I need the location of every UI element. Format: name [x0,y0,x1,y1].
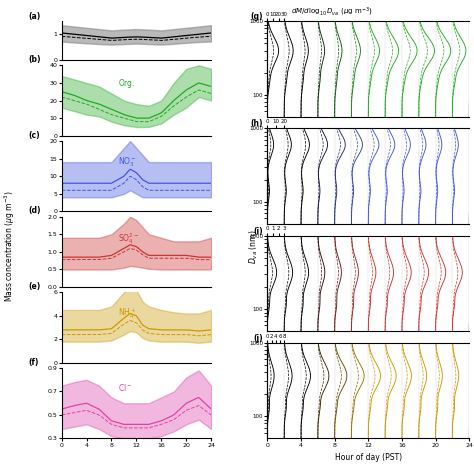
Text: (j): (j) [254,334,264,343]
Text: (g): (g) [251,12,264,21]
Text: (b): (b) [29,55,41,64]
X-axis label: Hour of day (PST): Hour of day (PST) [335,453,402,462]
Text: (a): (a) [29,11,41,20]
Text: SO$_4^{2-}$: SO$_4^{2-}$ [118,231,140,246]
Text: (e): (e) [29,282,41,291]
Text: $D_{va}$ (nm): $D_{va}$ (nm) [247,229,260,264]
Text: (h): (h) [251,119,264,128]
Text: NH$_4^+$: NH$_4^+$ [118,306,137,320]
Text: $dM/d\log_{10}D_{va}$ ($\mu$g m$^{-3}$): $dM/d\log_{10}D_{va}$ ($\mu$g m$^{-3}$) [291,6,373,18]
Text: (i): (i) [254,227,264,236]
Text: Org.: Org. [118,79,135,88]
Text: (f): (f) [29,357,39,366]
Text: Mass concentration ($\mu$g m$^{-3}$): Mass concentration ($\mu$g m$^{-3}$) [2,191,17,302]
Text: Cl$^-$: Cl$^-$ [118,382,133,393]
Text: (c): (c) [29,130,40,139]
Text: NO$_3^-$: NO$_3^-$ [118,155,137,169]
Text: (d): (d) [29,206,41,215]
